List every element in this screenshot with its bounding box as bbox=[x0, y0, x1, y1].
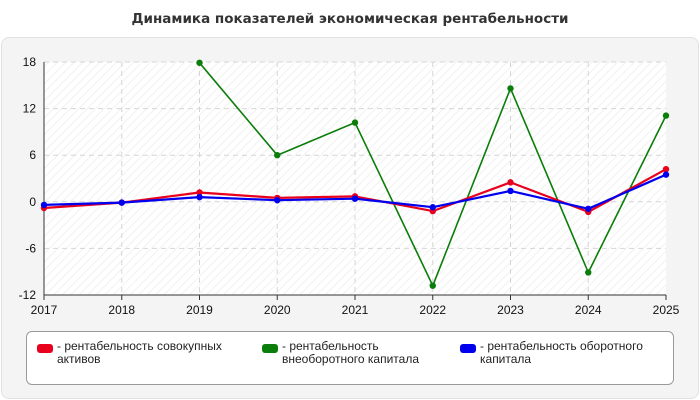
data-point[interactable] bbox=[507, 187, 514, 195]
data-point[interactable] bbox=[662, 171, 670, 178]
data-point[interactable] bbox=[274, 197, 281, 204]
legend-item-working-capital[interactable]: - рентабельность оборотного капитала bbox=[460, 340, 643, 366]
y-tick-label: 18 bbox=[23, 55, 37, 69]
x-tick-label: 2024 bbox=[575, 303, 602, 317]
data-point[interactable] bbox=[196, 193, 203, 201]
data-point[interactable] bbox=[118, 199, 125, 206]
x-tick-label: 2022 bbox=[419, 303, 446, 317]
legend-label: - рентабельность оборотного капитала bbox=[480, 339, 643, 366]
data-point[interactable] bbox=[507, 85, 514, 92]
data-point[interactable] bbox=[274, 152, 281, 159]
data-point[interactable] bbox=[662, 112, 670, 119]
data-point[interactable] bbox=[196, 189, 203, 196]
legend-label: - рентабельность совокупных активов bbox=[57, 339, 222, 366]
y-tick-label: 0 bbox=[29, 195, 36, 209]
y-tick-label: -12 bbox=[19, 288, 37, 302]
series bbox=[40, 59, 670, 289]
legend-label: - рентабельность внеоборотного капитала bbox=[282, 339, 419, 366]
data-point[interactable] bbox=[196, 59, 203, 66]
data-point[interactable] bbox=[429, 282, 436, 289]
legend: - рентабельность совокупных активов - ре… bbox=[26, 331, 674, 385]
data-point[interactable] bbox=[429, 204, 436, 211]
data-point[interactable] bbox=[40, 201, 48, 209]
legend-item-fixed-capital[interactable]: - рентабельность внеоборотного капитала bbox=[262, 340, 419, 366]
y-tick-label: 6 bbox=[29, 148, 36, 162]
x-tick-label: 2019 bbox=[186, 303, 213, 317]
chart-title: Динамика показателей экономическая рента… bbox=[131, 11, 569, 27]
y-tick-label: 12 bbox=[23, 102, 37, 116]
x-tick-label: 2017 bbox=[31, 303, 58, 317]
data-point[interactable] bbox=[351, 119, 359, 126]
legend-swatch-red bbox=[37, 344, 53, 353]
y-tick-label: -6 bbox=[25, 241, 36, 255]
legend-item-assets[interactable]: - рентабельность совокупных активов bbox=[37, 340, 222, 366]
data-point[interactable] bbox=[507, 179, 514, 186]
x-tick-label: 2025 bbox=[653, 303, 680, 317]
data-point[interactable] bbox=[585, 269, 592, 276]
data-point[interactable] bbox=[585, 205, 592, 212]
data-point[interactable] bbox=[351, 195, 359, 202]
legend-swatch-blue bbox=[460, 344, 476, 353]
x-tick-label: 2018 bbox=[108, 303, 135, 317]
x-tick-label: 2021 bbox=[342, 303, 369, 317]
x-tick-label: 2020 bbox=[264, 303, 291, 317]
data-point[interactable] bbox=[662, 165, 670, 173]
x-tick-label: 2023 bbox=[497, 303, 524, 317]
legend-swatch-green bbox=[262, 344, 278, 353]
